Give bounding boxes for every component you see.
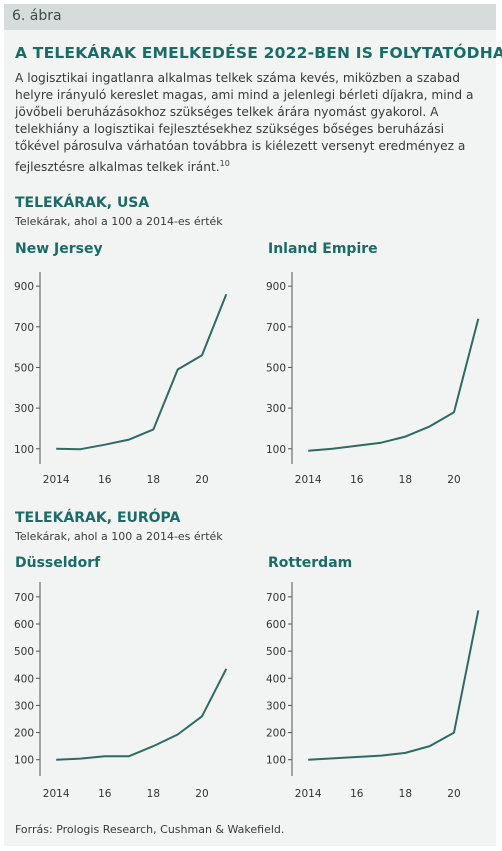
inland-empire-y-tick-label: 700: [266, 322, 286, 334]
rotterdam-y-tick-label: 400: [266, 673, 286, 685]
panel-title-dusseldorf: Düsseldorf: [15, 555, 101, 571]
dusseldorf-x-tick-label: 16: [98, 788, 112, 800]
rotterdam-x-tick-label: 16: [350, 788, 364, 800]
inland-empire-x-tick-label: 16: [350, 474, 364, 486]
figure-frame: [4, 4, 496, 846]
inland-empire-series-line: [308, 318, 480, 452]
intro-footnote: 10: [219, 159, 230, 168]
dusseldorf-series-line: [56, 668, 228, 761]
dusseldorf-y-tick-label: 700: [14, 592, 34, 604]
figure-label-bar: 6. ábra: [4, 4, 496, 30]
chart-rotterdam: 100 200 300 400 500 600 700 2014 16 18 20: [266, 582, 480, 800]
chart-new-jersey: 100 300 500 700 900 2014 16 18 20: [14, 272, 228, 486]
new-jersey-y-tick-label: 500: [14, 362, 34, 374]
inland-empire-y-tick-label: 900: [266, 281, 286, 293]
inland-empire-y-tick-label: 500: [266, 362, 286, 374]
section-subtitle-europe: Telekárak, ahol a 100 a 2014-es érték: [15, 530, 223, 543]
chart-inland-empire: 100 300 500 700 900 2014 16 18 20: [266, 272, 480, 486]
inland-empire-x-tick-label: 20: [447, 474, 460, 486]
new-jersey-x-tick-label: 2014: [43, 474, 70, 486]
inland-empire-y-tick-label: 300: [266, 403, 286, 415]
dusseldorf-y-tick-label: 400: [14, 673, 34, 685]
rotterdam-y-tick-label: 700: [266, 592, 286, 604]
new-jersey-x-tick-label: 18: [147, 474, 160, 486]
rotterdam-y-tick-label: 600: [266, 619, 286, 631]
rotterdam-x-tick-label: 20: [447, 788, 460, 800]
dusseldorf-y-tick-label: 300: [14, 700, 34, 712]
dusseldorf-x-tick-label: 2014: [43, 788, 70, 800]
rotterdam-y-tick-label: 100: [266, 755, 286, 767]
new-jersey-y-tick-label: 700: [14, 322, 34, 334]
chart-dusseldorf: 100 200 300 400 500 600 700 2014 16 18 20: [14, 582, 228, 800]
new-jersey-x-tick-label: 20: [195, 474, 208, 486]
panel-title-inland-empire: Inland Empire: [268, 241, 378, 257]
source-note: Forrás: Prologis Research, Cushman & Wak…: [15, 823, 285, 836]
rotterdam-x-tick-label: 2014: [295, 788, 322, 800]
dusseldorf-x-tick-label: 20: [195, 788, 208, 800]
inland-empire-x-tick-label: 18: [399, 474, 412, 486]
section-title-usa: TELEKÁRAK, USA: [15, 195, 150, 211]
dusseldorf-y-tick-label: 100: [14, 755, 34, 767]
rotterdam-y-tick-label: 300: [266, 700, 286, 712]
new-jersey-series-line: [56, 293, 228, 451]
new-jersey-x-tick-label: 16: [98, 474, 112, 486]
rotterdam-series-line: [308, 610, 480, 761]
panel-title-rotterdam: Rotterdam: [268, 555, 353, 571]
intro-text: A logisztikai ingatlanra alkalmas telkek…: [15, 71, 474, 175]
figure-title: A TELEKÁRAK EMELKEDÉSE 2022-BEN IS FOLYT…: [15, 44, 502, 62]
section-title-europe: TELEKÁRAK, EURÓPA: [15, 510, 181, 526]
inland-empire-x-tick-label: 2014: [295, 474, 322, 486]
dusseldorf-y-tick-label: 600: [14, 619, 34, 631]
dusseldorf-y-tick-label: 500: [14, 646, 34, 658]
figure-label: 6. ábra: [12, 8, 62, 24]
new-jersey-y-tick-label: 100: [14, 444, 34, 456]
inland-empire-y-tick-label: 100: [266, 444, 286, 456]
new-jersey-y-tick-label: 300: [14, 403, 34, 415]
new-jersey-y-tick-label: 900: [14, 281, 34, 293]
dusseldorf-x-tick-label: 18: [147, 788, 160, 800]
rotterdam-y-tick-label: 200: [266, 728, 286, 740]
panel-title-new-jersey: New Jersey: [15, 241, 103, 257]
intro-paragraph: A logisztikai ingatlanra alkalmas telkek…: [15, 70, 485, 176]
section-subtitle-usa: Telekárak, ahol a 100 a 2014-es érték: [15, 215, 223, 228]
rotterdam-x-tick-label: 18: [399, 788, 412, 800]
dusseldorf-y-tick-label: 200: [14, 728, 34, 740]
rotterdam-y-tick-label: 500: [266, 646, 286, 658]
